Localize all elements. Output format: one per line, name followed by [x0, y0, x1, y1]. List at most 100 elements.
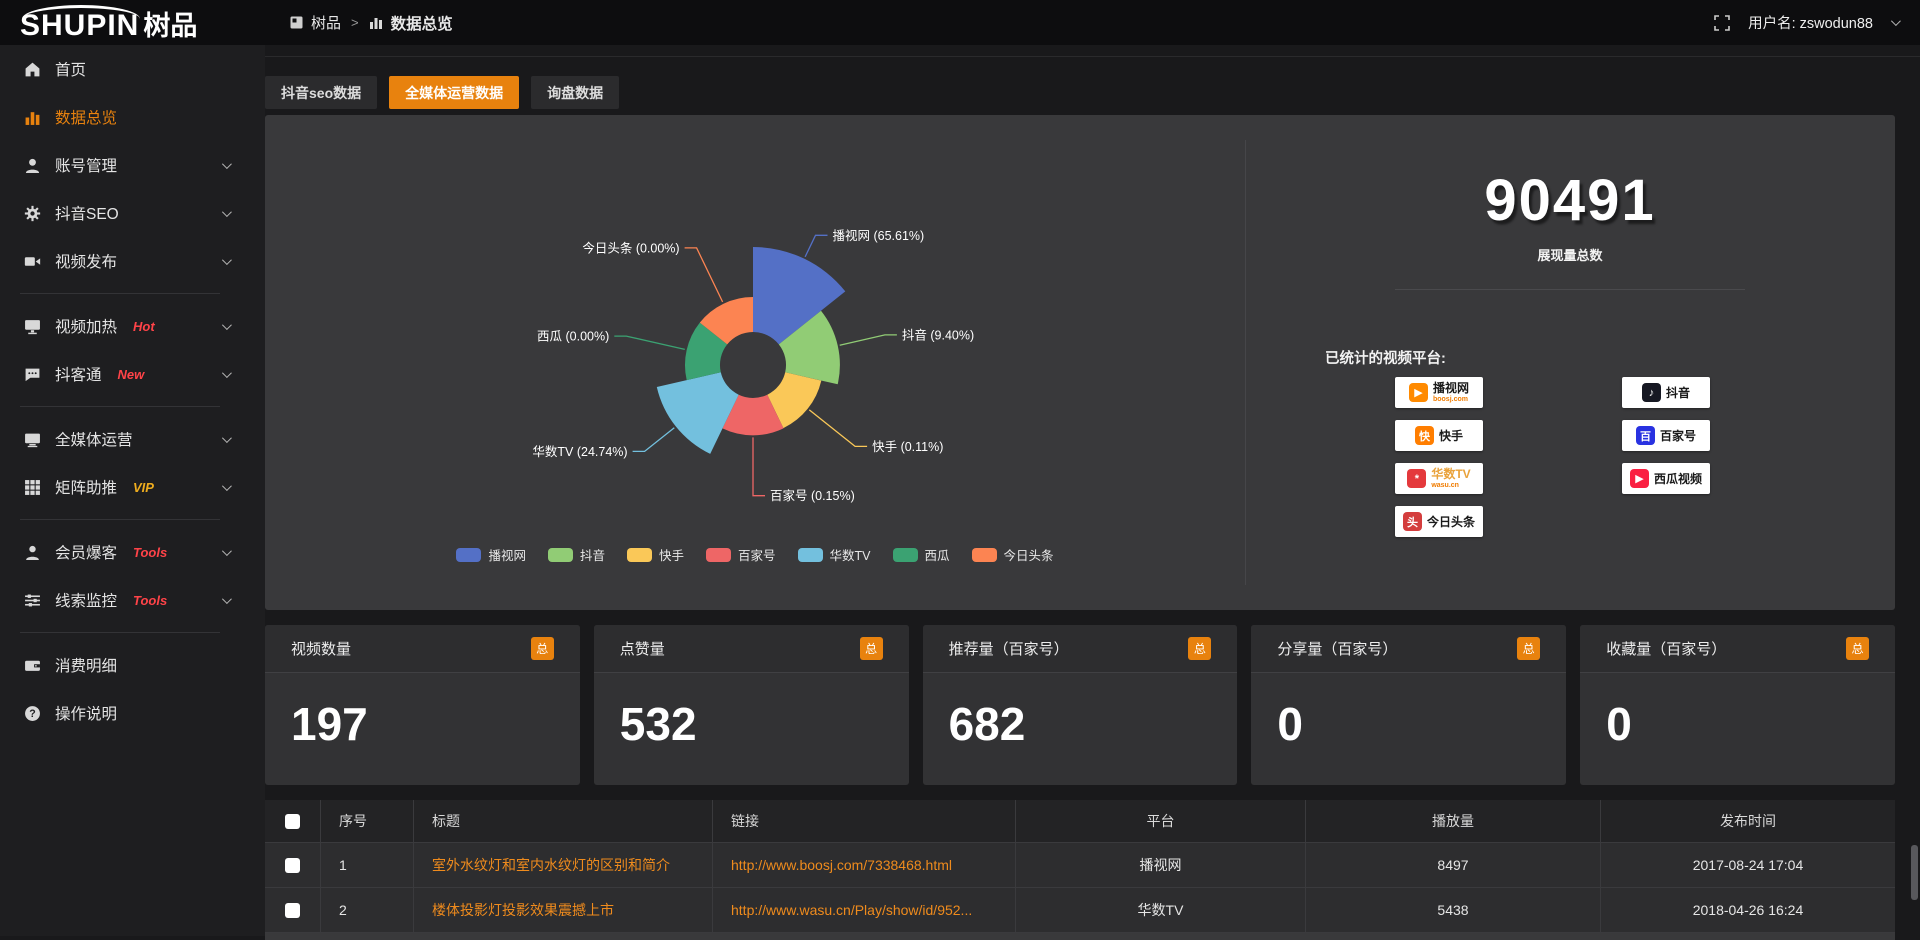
- stat-card-label: 推荐量（百家号）: [948, 641, 1069, 658]
- sidebar-item-instructions[interactable]: ? 操作说明: [0, 689, 265, 737]
- pie-label: 抖音 (9.40%): [902, 327, 974, 342]
- cell-title-link[interactable]: 室外水纹灯和室内水纹灯的区别和简介: [414, 843, 713, 887]
- sidebar-item-douyin-seo[interactable]: 抖音SEO: [0, 189, 265, 237]
- sidebar-item-omnimedia-operation[interactable]: 全媒体运营: [0, 415, 265, 463]
- total-badge[interactable]: 总: [1188, 637, 1212, 660]
- pie-slice-0[interactable]: [753, 246, 846, 345]
- tools-tag: Tools: [133, 592, 168, 608]
- person-icon: [26, 545, 39, 560]
- screen-icon: [25, 433, 40, 447]
- vip-tag: VIP: [133, 479, 154, 495]
- scrollbar-thumb[interactable]: [1911, 845, 1918, 900]
- fullscreen-icon[interactable]: [1714, 14, 1730, 31]
- boosj-logo-icon: ▶: [1408, 383, 1428, 402]
- data-tabs: 抖音seo数据 全媒体运营数据 询盘数据: [265, 76, 620, 109]
- toutiao-logo-icon: 头: [1402, 512, 1422, 531]
- sidebar-item-member-leads[interactable]: 会员爆客 Tools: [0, 528, 265, 576]
- sidebar-item-matrix-boost[interactable]: 矩阵助推 VIP: [0, 463, 265, 511]
- pie-slice-5[interactable]: [684, 322, 728, 381]
- cell-time: 2017-08-24 17:04: [1692, 857, 1804, 873]
- rose-pie-chart[interactable]: 播视网 (65.61%) 抖音 (9.40%) 快手 (0.11%) 百家号 (0.1…: [265, 115, 1245, 610]
- platforms-title: 已统计的视频平台:: [1325, 351, 1446, 367]
- platform-name: 抖音: [1665, 385, 1690, 400]
- table-row: 1 室外水纹灯和室内水纹灯的区别和简介 http://www.boosj.com…: [265, 842, 1895, 887]
- legend-item-5[interactable]: 西瓜: [892, 545, 950, 564]
- overview-panel: 播视网 (65.61%) 抖音 (9.40%) 快手 (0.11%) 百家号 (0.1…: [265, 115, 1895, 610]
- hot-tag: Hot: [133, 318, 155, 334]
- sidebar-item-spending-details[interactable]: 消费明细: [0, 641, 265, 689]
- pie-slice-4[interactable]: [656, 372, 739, 454]
- chart-legend: 播视网 抖音 快手 百家号 华数TV 西瓜 今日头条: [265, 545, 1245, 564]
- legend-item-2[interactable]: 快手: [626, 545, 684, 564]
- legend-item-4[interactable]: 华数TV: [797, 545, 871, 564]
- sidebar-item-lead-monitoring[interactable]: 线索监控 Tools: [0, 576, 265, 624]
- legend-item-6[interactable]: 今日头条: [971, 545, 1054, 564]
- cell-no: 2: [321, 888, 414, 932]
- stat-card-shares: 分享量（百家号） 总 0: [1251, 625, 1567, 785]
- username[interactable]: 用户名: zswodun88: [1748, 12, 1873, 33]
- sidebar-item-video-publish[interactable]: 视频发布: [0, 237, 265, 285]
- total-badge[interactable]: 总: [1845, 637, 1869, 660]
- total-badge[interactable]: 总: [530, 637, 554, 660]
- sidebar-item-video-heating[interactable]: 视频加热 Hot: [0, 302, 265, 350]
- sidebar-item-data-overview[interactable]: 数据总览: [0, 93, 265, 141]
- pie-label: 西瓜 (0.00%): [537, 330, 609, 344]
- cell-platform: 播视网: [1016, 843, 1306, 887]
- pie-label-line: [614, 335, 685, 351]
- tab-omnimedia-data[interactable]: 全媒体运营数据: [389, 76, 520, 109]
- bar-chart-icon: [25, 111, 40, 125]
- row-checkbox[interactable]: [285, 857, 300, 873]
- cell-title-link[interactable]: 楼体投影灯投影效果震撼上市: [414, 888, 713, 932]
- row-checkbox[interactable]: [285, 902, 300, 918]
- cell-url-link[interactable]: http://www.boosj.com/7338468.html: [713, 843, 1016, 887]
- table-row-clipped: [265, 932, 1895, 940]
- pie-label-line: [839, 334, 897, 346]
- pie-slice-3[interactable]: [722, 394, 784, 436]
- window-icon: [290, 16, 303, 29]
- chevron-down-icon[interactable]: [1890, 16, 1901, 27]
- chat-bubble-icon: [25, 368, 40, 381]
- platform-subtext: boosj.com: [1432, 396, 1468, 403]
- chevron-down-icon: [221, 368, 232, 379]
- sidebar-divider: [20, 632, 220, 633]
- total-badge[interactable]: 总: [1517, 637, 1541, 660]
- pie-label-line: [632, 427, 675, 453]
- stat-card-value: 532: [619, 698, 697, 750]
- pie-slice-2[interactable]: [767, 372, 822, 429]
- breadcrumb-root[interactable]: 树品: [311, 15, 342, 32]
- legend-label: 西瓜: [924, 549, 950, 563]
- tab-douyin-seo-data[interactable]: 抖音seo数据: [265, 76, 378, 109]
- platform-name: 华数TV: [1431, 467, 1471, 481]
- platform-name: 播视网: [1432, 381, 1469, 395]
- wasu-logo-icon: *: [1407, 469, 1427, 488]
- pie-slice-1[interactable]: [778, 310, 840, 385]
- platform-badge-kuaishou: 快 快手: [1395, 420, 1483, 451]
- pie-slice-6[interactable]: [699, 297, 753, 345]
- platform-name: 百家号: [1659, 428, 1696, 443]
- user-icon: [25, 158, 40, 173]
- platform-name: 西瓜视频: [1653, 471, 1702, 486]
- sidebar-item-label: 抖音SEO: [55, 206, 119, 223]
- total-badge[interactable]: 总: [859, 637, 883, 660]
- legend-swatch: [892, 547, 918, 562]
- bar-chart-icon: [369, 18, 382, 29]
- column-header-no: 序号: [321, 800, 414, 842]
- cell-url-link[interactable]: http://www.wasu.cn/Play/show/id/952...: [713, 888, 1016, 932]
- sidebar-item-doukotong[interactable]: 抖客通 New: [0, 350, 265, 398]
- select-all-checkbox[interactable]: [285, 813, 300, 829]
- legend-item-0[interactable]: 播视网: [456, 545, 526, 564]
- legend-label: 华数TV: [829, 549, 871, 563]
- stat-card-label: 点赞量: [619, 641, 665, 658]
- column-header-link: 链接: [713, 800, 1016, 842]
- videos-table: 序号 标题 链接 平台 播放量 发布时间 1 室外水纹灯和室内水纹灯的区别和简介…: [265, 800, 1895, 940]
- wallet-icon: [25, 660, 40, 671]
- legend-item-3[interactable]: 百家号: [706, 545, 776, 564]
- column-header-title: 标题: [414, 800, 713, 842]
- tab-inquiry-data[interactable]: 询盘数据: [531, 76, 620, 109]
- legend-item-1[interactable]: 抖音: [547, 545, 605, 564]
- kuaishou-logo-icon: 快: [1414, 426, 1434, 445]
- platform-badge-boosj: ▶ 播视网 boosj.com: [1395, 377, 1483, 408]
- sidebar-item-home[interactable]: 首页: [0, 45, 265, 93]
- sidebar-item-account-management[interactable]: 账号管理: [0, 141, 265, 189]
- legend-swatch: [971, 547, 997, 562]
